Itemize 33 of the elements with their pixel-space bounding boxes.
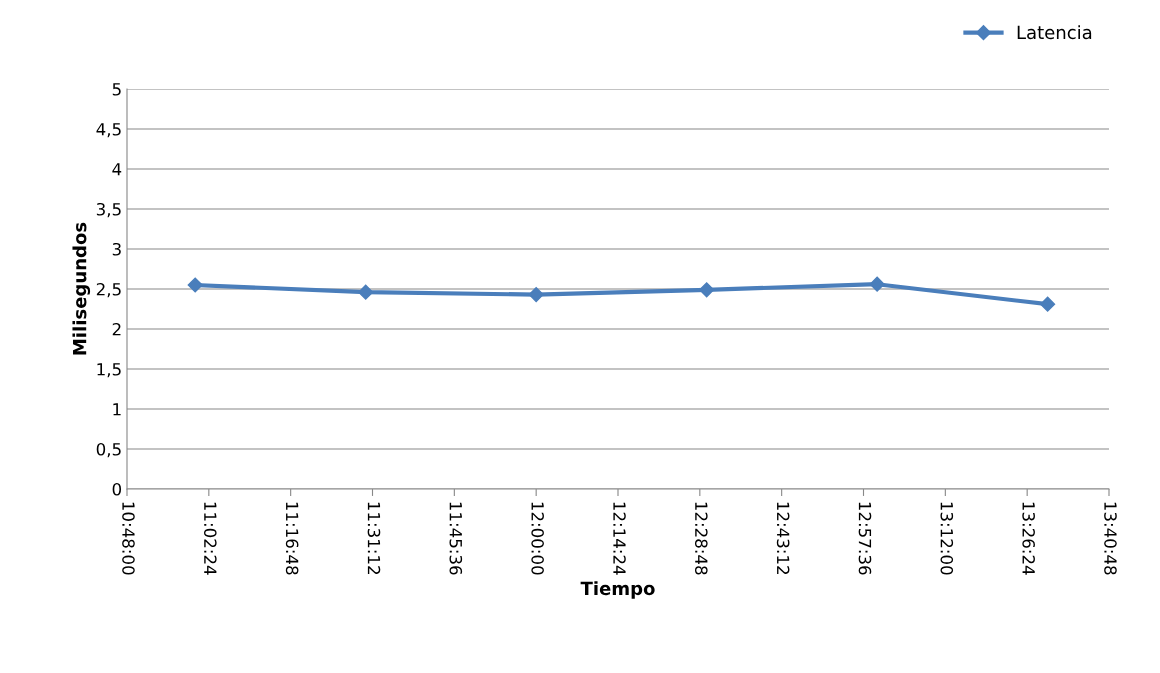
y-tick-label: 4,5 <box>96 123 121 138</box>
y-tick-label: 3 <box>112 242 121 256</box>
point <box>869 276 885 292</box>
point <box>528 287 544 303</box>
y-tick-label: 2,5 <box>96 282 121 298</box>
point <box>1040 296 1056 312</box>
x-tick-label: 10:48:00 <box>122 502 135 575</box>
point <box>187 277 203 293</box>
x-tick-label: 12:00:00 <box>531 502 544 575</box>
x-tick-label: 13:12:00 <box>940 502 954 575</box>
y-tick-label: 0 <box>112 482 122 496</box>
y-tick-label: 1,5 <box>97 363 121 378</box>
legend-label: Latencia <box>1017 25 1092 40</box>
x-axis-title: Tiempo <box>580 581 655 599</box>
y-tick-label: 4 <box>112 163 122 176</box>
x-tick-label: 11:16:48 <box>285 502 299 575</box>
y-tick-label: 3,5 <box>96 202 121 218</box>
x-tick-label: 11:02:24 <box>204 502 217 575</box>
x-tick-label: 11:31:12 <box>367 502 381 574</box>
y-tick-label: 5 <box>112 83 121 96</box>
point <box>358 284 374 300</box>
y-tick-label: 2 <box>112 322 121 336</box>
y-tick-label: 1 <box>113 403 121 416</box>
x-tick-label: 13:26:24 <box>1022 502 1035 575</box>
x-tick-label: 11:45:36 <box>449 502 463 575</box>
y-axis-title: Milisegundos <box>72 222 91 355</box>
x-tick-label: 12:14:24 <box>613 502 626 575</box>
x-tick-label: 12:57:36 <box>858 502 872 575</box>
point <box>699 282 715 298</box>
y-tick-label: 0,5 <box>96 442 121 458</box>
x-tick-label: 12:28:48 <box>695 502 708 575</box>
x-tick-label: 12:43:12 <box>776 502 790 574</box>
x-tick-label: 13:40:48 <box>1104 502 1117 575</box>
